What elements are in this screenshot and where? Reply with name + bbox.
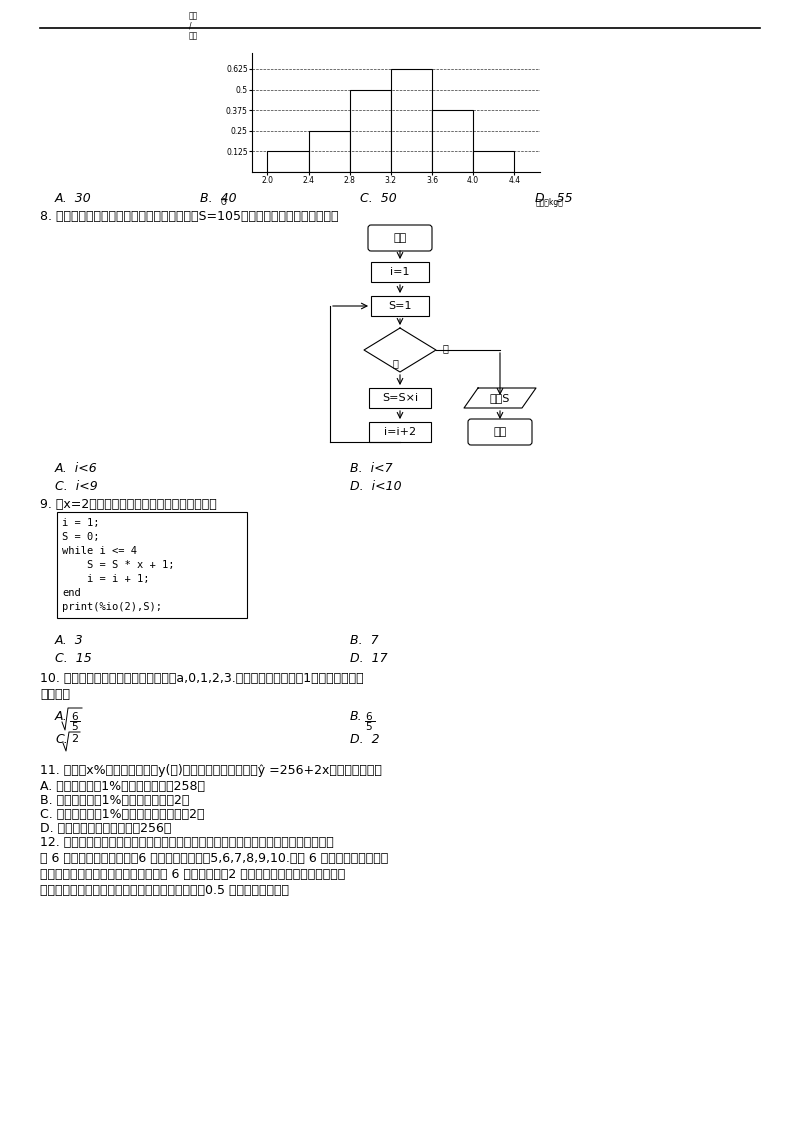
- Text: A.  i<6: A. i<6: [55, 462, 98, 475]
- FancyBboxPatch shape: [371, 295, 429, 316]
- Text: D.  17: D. 17: [350, 652, 388, 664]
- Text: A. 废品率每增加1%，生铁成本增加258元: A. 废品率每增加1%，生铁成本增加258元: [40, 780, 205, 794]
- Text: D. 废品率不变，生铁成本为256元: D. 废品率不变，生铁成本为256元: [40, 822, 171, 835]
- Text: B.  40: B. 40: [200, 192, 237, 205]
- Text: 输出S: 输出S: [490, 393, 510, 403]
- Text: 10. 样本中共有五个个体，其値分别为a,0,1,2,3.若该样本的平均値为1，则样本方差为: 10. 样本中共有五个个体，其値分别为a,0,1,2,3.若该样本的平均値为1，…: [40, 672, 364, 685]
- Text: （　　）: （ ）: [40, 688, 70, 701]
- Text: i=1: i=1: [390, 267, 410, 277]
- FancyBboxPatch shape: [468, 419, 532, 445]
- Text: C. 废品率每增加1%，生铁成本每吨增加2元: C. 废品率每增加1%，生铁成本每吨增加2元: [40, 808, 205, 821]
- Bar: [350, 89, 391, 172]
- Bar: [432, 110, 473, 172]
- FancyBboxPatch shape: [369, 422, 431, 441]
- Text: 个总体．如果用简单随机抽样方法从这 6 名学生中抽取2 名，他们的得分组成一个样本，: 个总体．如果用简单随机抽样方法从这 6 名学生中抽取2 名，他们的得分组成一个样…: [40, 868, 346, 881]
- FancyBboxPatch shape: [369, 388, 431, 408]
- Text: C.  50: C. 50: [360, 192, 397, 205]
- Text: D.  i<10: D. i<10: [350, 480, 402, 494]
- Text: 则该样本平均数与总体平均数之差的绝对値不超过0.5 的概率为（　　）: 则该样本平均数与总体平均数之差的绝对値不超过0.5 的概率为（ ）: [40, 884, 289, 897]
- Text: i=i+2: i=i+2: [384, 427, 416, 437]
- Text: S = 0;: S = 0;: [62, 532, 99, 542]
- Bar: [391, 69, 432, 172]
- Text: B.: B.: [350, 710, 362, 723]
- Text: 12. 为了了解《中华人民共和国道路交通安全法》在学生中的普及情况，调查部门对某: 12. 为了了解《中华人民共和国道路交通安全法》在学生中的普及情况，调查部门对某: [40, 837, 334, 849]
- Text: 5: 5: [71, 722, 78, 732]
- Text: S = S * x + 1;: S = S * x + 1;: [62, 560, 174, 571]
- Text: A.  30: A. 30: [55, 192, 92, 205]
- Text: A.: A.: [55, 710, 68, 723]
- Text: 6: 6: [71, 712, 78, 722]
- Text: S=S×i: S=S×i: [382, 393, 418, 403]
- Text: 校 6 名学生进行问卷调查，6 人得分情况如下：5,6,7,8,9,10.把这 6 名学生的得分看成一: 校 6 名学生进行问卷调查，6 人得分情况如下：5,6,7,8,9,10.把这 …: [40, 852, 388, 865]
- Text: C.: C.: [55, 734, 68, 746]
- Text: D.  55: D. 55: [535, 192, 573, 205]
- Text: 8. 执行如图所示的程序框图，若输出的结果为S=105，则判断框中应填入（　　）: 8. 执行如图所示的程序框图，若输出的结果为S=105，则判断框中应填入（ ）: [40, 211, 338, 223]
- Text: end: end: [62, 588, 81, 598]
- Bar: [267, 152, 309, 172]
- Text: 9. 当x=2时，下面的程序运行的结果为（　　）: 9. 当x=2时，下面的程序运行的结果为（ ）: [40, 498, 217, 511]
- Bar: [309, 131, 350, 172]
- FancyBboxPatch shape: [368, 225, 432, 251]
- Polygon shape: [364, 328, 436, 372]
- Bar: [473, 152, 514, 172]
- Text: print(%io(2),S);: print(%io(2),S);: [62, 602, 162, 612]
- Text: 是: 是: [392, 358, 398, 368]
- Text: B.  i<7: B. i<7: [350, 462, 393, 475]
- Text: B. 废品率每增加1%，生铁成本增加2元: B. 废品率每增加1%，生铁成本增加2元: [40, 794, 190, 807]
- Text: 5: 5: [365, 722, 372, 732]
- Text: B.  7: B. 7: [350, 634, 378, 648]
- Text: i = i + 1;: i = i + 1;: [62, 574, 150, 584]
- Text: D.  2: D. 2: [350, 734, 380, 746]
- Text: 6: 6: [365, 712, 372, 722]
- Text: C.  i<9: C. i<9: [55, 480, 98, 494]
- Text: 体重（kg）: 体重（kg）: [535, 198, 563, 207]
- Text: O: O: [220, 198, 226, 207]
- Polygon shape: [464, 388, 536, 408]
- Text: 频率
/
组距: 频率 / 组距: [189, 11, 198, 40]
- Text: S=1: S=1: [388, 301, 412, 311]
- Text: 否: 否: [443, 343, 449, 353]
- Text: A.  3: A. 3: [55, 634, 84, 648]
- Text: 结束: 结束: [494, 427, 506, 437]
- Text: 开始: 开始: [394, 233, 406, 243]
- Text: i = 1;: i = 1;: [62, 518, 99, 528]
- Text: 11. 废品率x%和每吨生铁成本y(元)之间的回归直线方程为ŷ =256+2x，表明（　　）: 11. 废品率x%和每吨生铁成本y(元)之间的回归直线方程为ŷ =256+2x，…: [40, 764, 382, 777]
- FancyBboxPatch shape: [57, 512, 247, 618]
- FancyBboxPatch shape: [371, 261, 429, 282]
- Text: 2: 2: [71, 734, 78, 744]
- Text: while i <= 4: while i <= 4: [62, 546, 137, 556]
- Text: C.  15: C. 15: [55, 652, 92, 664]
